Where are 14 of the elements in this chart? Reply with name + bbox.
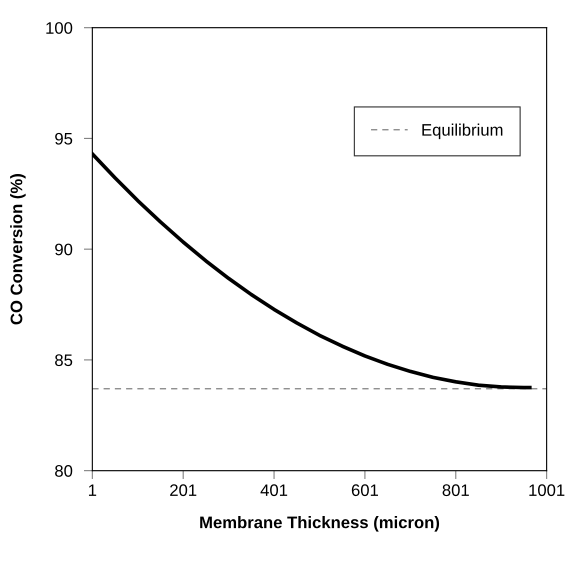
x-tick-label: 801: [442, 484, 469, 496]
x-tick-label: 1: [88, 484, 96, 496]
y-tick-label: 85: [55, 354, 72, 366]
y-tick-label: 80: [55, 465, 72, 477]
y-tick-label: 95: [55, 132, 72, 145]
x-tick-label: 601: [352, 484, 378, 496]
y-axis-title: CO Conversion (%): [10, 174, 26, 324]
legend-label: Equilibrium: [422, 124, 502, 140]
x-axis-title: Membrane Thickness (micron): [200, 516, 440, 532]
x-tick-label: 401: [260, 484, 288, 496]
x-tick-label: 1001: [529, 484, 564, 496]
y-tick-label: 90: [55, 244, 72, 256]
y-tick-label: 100: [46, 22, 72, 34]
x-tick-label: 201: [170, 484, 196, 496]
